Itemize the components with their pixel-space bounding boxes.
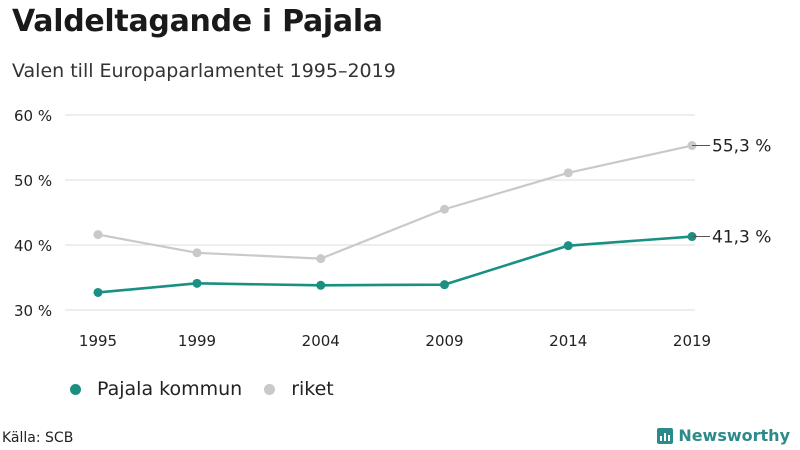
y-tick-label: 50 % — [14, 172, 52, 190]
series-line-pajala — [97, 235, 693, 294]
data-point-pajala — [563, 241, 573, 251]
data-point-riket — [192, 248, 202, 258]
x-tick-label: 1999 — [178, 332, 216, 350]
end-label-pajala: 41,3 % — [712, 228, 771, 248]
y-tick-label: 60 % — [14, 107, 52, 125]
chart-subtitle: Valen till Europaparlamentet 1995–2019 — [12, 60, 396, 82]
x-tick-label: 1995 — [79, 332, 117, 350]
legend-marker-riket — [264, 383, 276, 395]
data-point-pajala — [93, 287, 103, 297]
data-point-riket — [316, 254, 326, 264]
legend-label-pajala: Pajala kommun — [97, 378, 243, 400]
data-point-riket — [93, 230, 103, 240]
data-point-pajala — [440, 280, 449, 290]
series-line-riket — [97, 144, 693, 260]
data-point-pajala — [316, 280, 326, 290]
legend-item-pajala: Pajala kommun — [70, 378, 242, 400]
end-label-riket: 55,3 % — [712, 137, 771, 157]
chart-legend: Pajala kommun riket — [70, 378, 356, 400]
legend-item-riket: riket — [264, 378, 334, 400]
brand-logo: Newsworthy — [657, 426, 790, 445]
legend-marker-pajala — [70, 383, 81, 395]
bar-chart-icon — [657, 427, 674, 444]
source-note: Källa: SCB — [2, 430, 74, 446]
data-point-pajala — [192, 278, 202, 288]
y-tick-label: 30 % — [14, 302, 52, 320]
x-tick-label: 2014 — [549, 332, 587, 350]
chart-title: Valdeltagande i Pajala — [12, 4, 383, 39]
data-point-riket — [563, 168, 573, 178]
x-tick-label: 2019 — [673, 332, 711, 350]
legend-label-riket: riket — [291, 378, 334, 400]
brand-name: Newsworthy — [678, 426, 790, 445]
x-tick-label: 2009 — [425, 332, 463, 350]
x-tick-label: 2004 — [302, 332, 340, 350]
y-tick-label: 40 % — [14, 237, 52, 255]
data-point-riket — [440, 204, 449, 214]
